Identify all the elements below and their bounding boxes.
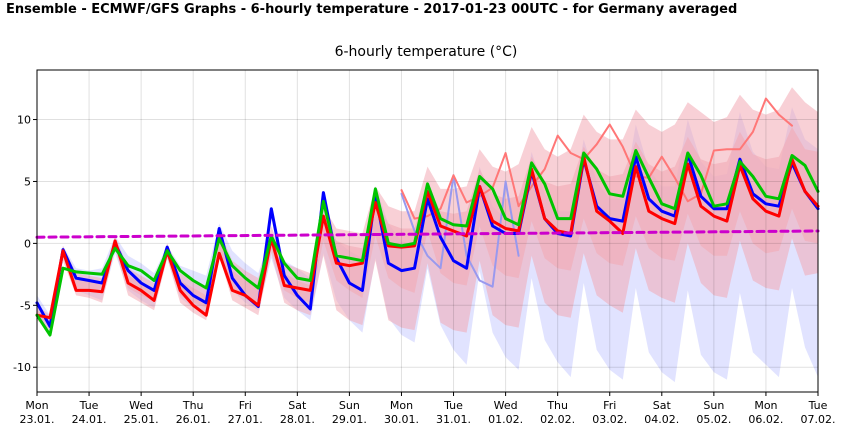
plot-area: -10-50510Mon23.01.Tue24.01.Wed25.01.Thu2… <box>13 69 836 426</box>
x-tick-day-label: Wed <box>494 399 518 412</box>
x-tick-date-label: 27.01. <box>228 413 263 426</box>
x-tick-day-label: Sun <box>703 399 724 412</box>
page-title: Ensemble - ECMWF/GFS Graphs - 6-hourly t… <box>6 2 738 17</box>
y-tick-label: -5 <box>20 299 31 312</box>
chart-title: 6-hourly temperature (°C) <box>335 44 518 60</box>
x-tick-day-label: Sat <box>653 399 672 412</box>
y-tick-label: 0 <box>24 237 31 250</box>
y-tick-label: 5 <box>24 175 31 188</box>
y-tick-label: 10 <box>17 114 31 127</box>
series-climate-line <box>35 229 820 239</box>
x-tick-day-label: Mon <box>754 399 777 412</box>
x-tick-date-label: 06.02. <box>748 413 783 426</box>
x-tick-date-label: 01.02. <box>488 413 523 426</box>
y-tick-label: -10 <box>13 361 31 374</box>
x-tick-date-label: 07.02. <box>801 413 836 426</box>
x-tick-day-label: Mon <box>25 399 48 412</box>
x-tick-date-label: 05.02. <box>696 413 731 426</box>
x-tick-day-label: Sat <box>288 399 307 412</box>
series-ecmwf-control-light <box>400 97 793 220</box>
x-tick-day-label: Fri <box>603 399 616 412</box>
x-tick-date-label: 24.01. <box>72 413 107 426</box>
plot-frame <box>36 69 819 393</box>
x-tick-date-label: 29.01. <box>332 413 367 426</box>
x-tick-date-label: 02.02. <box>540 413 575 426</box>
x-tick-day-label: Sun <box>339 399 360 412</box>
x-tick-day-label: Tue <box>79 399 99 412</box>
x-tick-date-label: 30.01. <box>384 413 419 426</box>
x-tick-day-label: Mon <box>390 399 413 412</box>
x-tick-date-label: 03.02. <box>592 413 627 426</box>
x-tick-date-label: 04.02. <box>644 413 679 426</box>
x-tick-day-label: Tue <box>443 399 463 412</box>
series-green-line <box>35 149 820 337</box>
x-tick-date-label: 26.01. <box>176 413 211 426</box>
x-tick-day-label: Wed <box>129 399 153 412</box>
x-tick-day-label: Fri <box>239 399 252 412</box>
x-tick-day-label: Thu <box>182 399 204 412</box>
x-tick-day-label: Tue <box>808 399 828 412</box>
x-tick-date-label: 31.01. <box>436 413 471 426</box>
x-tick-day-label: Thu <box>546 399 568 412</box>
x-tick-date-label: 25.01. <box>124 413 159 426</box>
x-tick-date-label: 23.01. <box>20 413 55 426</box>
x-tick-date-label: 28.01. <box>280 413 315 426</box>
